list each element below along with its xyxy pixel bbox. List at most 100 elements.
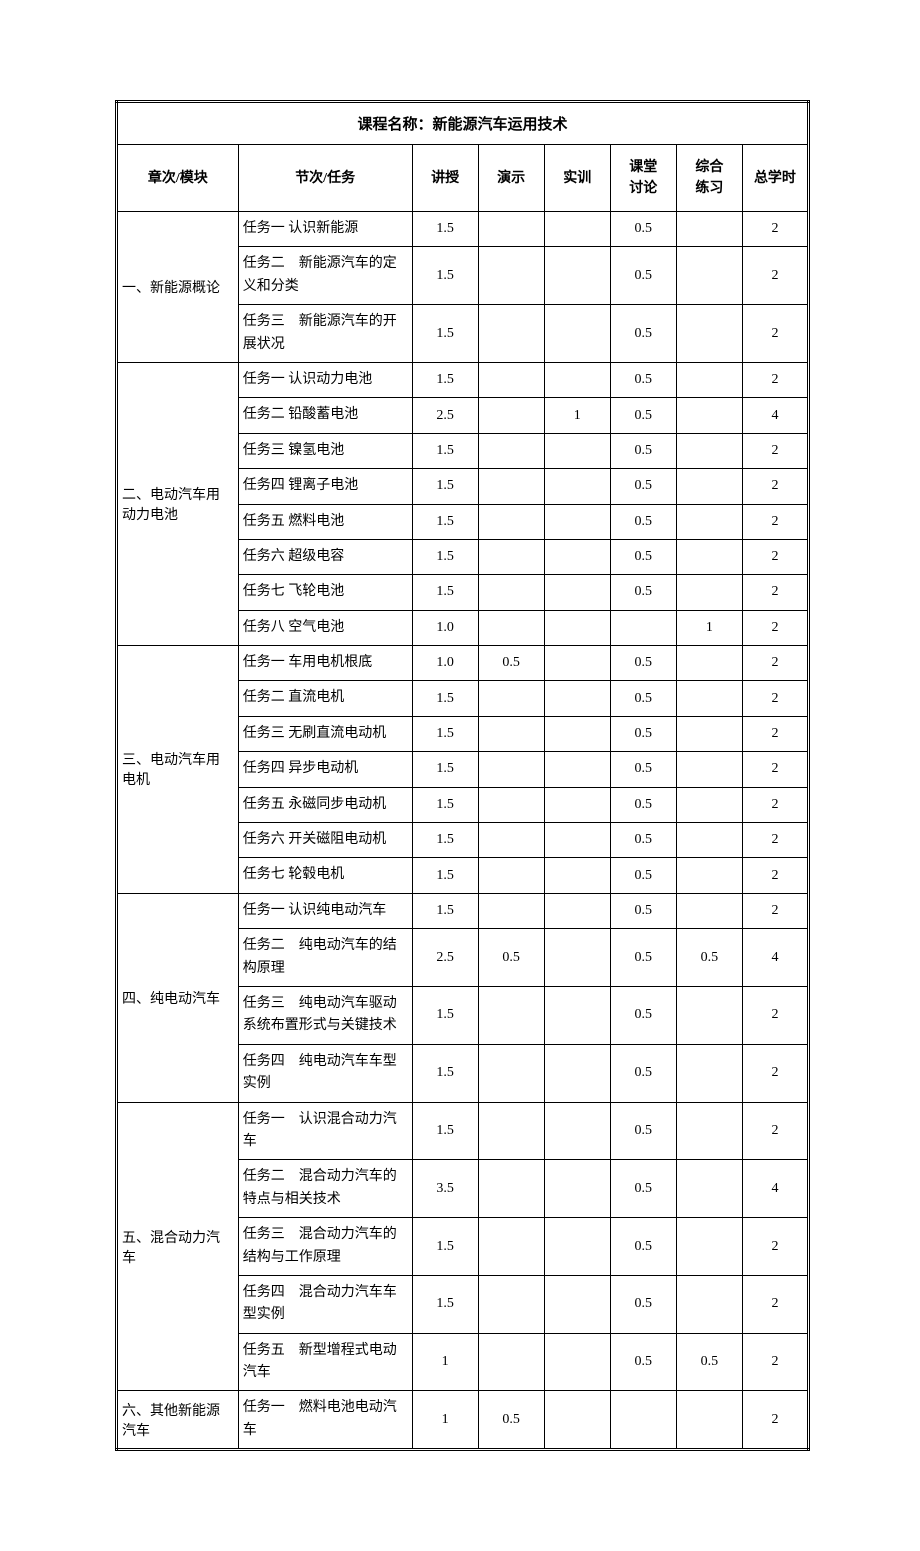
- exercise-cell: [676, 1391, 742, 1450]
- practice-cell: [544, 305, 610, 363]
- total-cell: 2: [742, 1333, 808, 1391]
- practice-cell: [544, 1275, 610, 1333]
- total-cell: 2: [742, 1391, 808, 1450]
- discuss-cell: 0.5: [610, 1160, 676, 1218]
- task-cell: 任务二 铅酸蓄电池: [238, 398, 412, 433]
- table-header-row: 章次/模块 节次/任务 讲授 演示 实训 课堂讨论 综合练习 总学时: [117, 145, 809, 212]
- demo-cell: [478, 305, 544, 363]
- demo-cell: [478, 469, 544, 504]
- task-cell: 任务二 混合动力汽车的特点与相关技术: [238, 1160, 412, 1218]
- practice-cell: [544, 212, 610, 247]
- demo-cell: [478, 858, 544, 893]
- discuss-cell: 0.5: [610, 646, 676, 681]
- task-cell: 任务一 认识纯电动汽车: [238, 893, 412, 928]
- exercise-cell: 0.5: [676, 929, 742, 987]
- task-cell: 任务二 新能源汽车的定义和分类: [238, 247, 412, 305]
- practice-cell: [544, 575, 610, 610]
- total-cell: 4: [742, 1160, 808, 1218]
- practice-cell: 1: [544, 398, 610, 433]
- discuss-cell: 0.5: [610, 539, 676, 574]
- total-cell: 2: [742, 716, 808, 751]
- discuss-cell: 0.5: [610, 469, 676, 504]
- module-cell: 四、纯电动汽车: [117, 893, 239, 1102]
- discuss-cell: 0.5: [610, 1275, 676, 1333]
- demo-cell: [478, 212, 544, 247]
- table-title-row: 课程名称：新能源汽车运用技术: [117, 102, 809, 145]
- total-cell: 2: [742, 1218, 808, 1276]
- module-cell: 六、其他新能源汽车: [117, 1391, 239, 1450]
- exercise-cell: [676, 539, 742, 574]
- practice-cell: [544, 1333, 610, 1391]
- header-practice: 实训: [544, 145, 610, 212]
- task-cell: 任务一 燃料电池电动汽车: [238, 1391, 412, 1450]
- lecture-cell: 1.5: [412, 469, 478, 504]
- demo-cell: [478, 575, 544, 610]
- total-cell: 2: [742, 504, 808, 539]
- lecture-cell: 1.5: [412, 986, 478, 1044]
- task-cell: 任务三 混合动力汽车的结构与工作原理: [238, 1218, 412, 1276]
- lecture-cell: 1.5: [412, 716, 478, 751]
- task-cell: 任务二 直流电机: [238, 681, 412, 716]
- total-cell: 2: [742, 305, 808, 363]
- discuss-cell: 0.5: [610, 893, 676, 928]
- practice-cell: [544, 504, 610, 539]
- lecture-cell: 1.5: [412, 539, 478, 574]
- total-cell: 4: [742, 929, 808, 987]
- total-cell: 2: [742, 1044, 808, 1102]
- practice-cell: [544, 362, 610, 397]
- demo-cell: [478, 681, 544, 716]
- exercise-cell: [676, 787, 742, 822]
- discuss-cell: 0.5: [610, 752, 676, 787]
- lecture-cell: 3.5: [412, 1160, 478, 1218]
- module-cell: 五、混合动力汽车: [117, 1102, 239, 1391]
- discuss-cell: 0.5: [610, 1102, 676, 1160]
- total-cell: 2: [742, 212, 808, 247]
- task-cell: 任务六 开关磁阻电动机: [238, 823, 412, 858]
- practice-cell: [544, 610, 610, 645]
- practice-cell: [544, 823, 610, 858]
- total-cell: 2: [742, 575, 808, 610]
- practice-cell: [544, 469, 610, 504]
- exercise-cell: 1: [676, 610, 742, 645]
- lecture-cell: 2.5: [412, 398, 478, 433]
- task-cell: 任务四 纯电动汽车车型实例: [238, 1044, 412, 1102]
- lecture-cell: 1.0: [412, 610, 478, 645]
- exercise-cell: [676, 986, 742, 1044]
- demo-cell: [478, 823, 544, 858]
- exercise-cell: [676, 716, 742, 751]
- demo-cell: [478, 1102, 544, 1160]
- total-cell: 4: [742, 398, 808, 433]
- practice-cell: [544, 646, 610, 681]
- header-module: 章次/模块: [117, 145, 239, 212]
- exercise-cell: [676, 247, 742, 305]
- module-cell: 一、新能源概论: [117, 212, 239, 363]
- practice-cell: [544, 1218, 610, 1276]
- discuss-cell: 0.5: [610, 858, 676, 893]
- total-cell: 2: [742, 539, 808, 574]
- demo-cell: [478, 986, 544, 1044]
- lecture-cell: 1: [412, 1391, 478, 1450]
- demo-cell: [478, 787, 544, 822]
- task-cell: 任务三 镍氢电池: [238, 433, 412, 468]
- total-cell: 2: [742, 787, 808, 822]
- exercise-cell: [676, 398, 742, 433]
- demo-cell: [478, 398, 544, 433]
- demo-cell: [478, 539, 544, 574]
- total-cell: 2: [742, 752, 808, 787]
- practice-cell: [544, 247, 610, 305]
- task-cell: 任务七 飞轮电池: [238, 575, 412, 610]
- lecture-cell: 1.5: [412, 575, 478, 610]
- discuss-cell: 0.5: [610, 212, 676, 247]
- demo-cell: [478, 433, 544, 468]
- lecture-cell: 1.5: [412, 247, 478, 305]
- header-lecture: 讲授: [412, 145, 478, 212]
- lecture-cell: 2.5: [412, 929, 478, 987]
- task-cell: 任务三 无刷直流电动机: [238, 716, 412, 751]
- total-cell: 2: [742, 362, 808, 397]
- practice-cell: [544, 752, 610, 787]
- total-cell: 2: [742, 646, 808, 681]
- total-cell: 2: [742, 610, 808, 645]
- lecture-cell: 1.5: [412, 823, 478, 858]
- total-cell: 2: [742, 986, 808, 1044]
- demo-cell: [478, 610, 544, 645]
